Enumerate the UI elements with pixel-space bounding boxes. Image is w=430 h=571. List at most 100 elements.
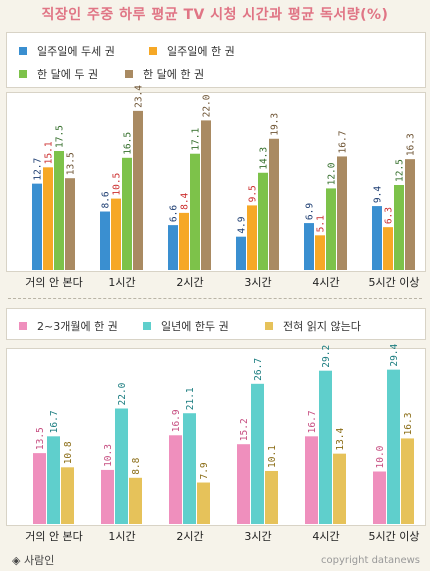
data-label: 21.1 bbox=[185, 387, 196, 410]
bar bbox=[383, 227, 393, 270]
bar bbox=[197, 482, 210, 524]
legend-label: 일년에 한두 권 bbox=[161, 320, 229, 333]
data-label: 29.2 bbox=[321, 345, 332, 368]
data-label: 12.0 bbox=[327, 162, 338, 185]
bar bbox=[247, 205, 257, 270]
data-label: 9.5 bbox=[248, 185, 259, 202]
data-label: 16.5 bbox=[123, 132, 134, 155]
bar bbox=[133, 110, 143, 270]
bar bbox=[401, 438, 414, 524]
legend-label: 일주일에 한 권 bbox=[167, 45, 235, 58]
legend-swatch bbox=[19, 47, 27, 55]
bar bbox=[122, 157, 132, 270]
category-label: 거의 안 본다 bbox=[25, 276, 83, 289]
data-label: 10.1 bbox=[267, 445, 278, 468]
data-label: 23.4 bbox=[134, 85, 145, 108]
data-label: 14.3 bbox=[259, 147, 270, 170]
bar bbox=[337, 156, 347, 270]
bar bbox=[305, 436, 318, 524]
bar bbox=[269, 138, 279, 270]
legend-swatch bbox=[19, 70, 27, 78]
data-label: 10.5 bbox=[112, 173, 123, 196]
legend-label: 일주일에 두세 권 bbox=[37, 45, 115, 58]
data-label: 6.3 bbox=[384, 207, 395, 224]
category-label: 3시간 bbox=[244, 530, 271, 543]
bar bbox=[236, 236, 246, 270]
bar bbox=[61, 467, 74, 524]
data-label: 13.4 bbox=[335, 427, 346, 450]
data-label: 9.4 bbox=[373, 186, 384, 203]
bar bbox=[129, 477, 142, 524]
bar bbox=[201, 120, 211, 271]
bar bbox=[394, 185, 404, 270]
data-label: 8.6 bbox=[101, 191, 112, 208]
data-label: 16.7 bbox=[49, 410, 60, 433]
bar bbox=[168, 225, 178, 270]
chart-title: 직장인 주중 하루 평균 TV 시청 시간과 평균 독서량(%) bbox=[41, 7, 389, 23]
data-label: 15.1 bbox=[44, 141, 55, 164]
bar bbox=[43, 167, 53, 270]
bar bbox=[54, 151, 64, 270]
legend-item: 한 달에 두 권 bbox=[19, 66, 98, 82]
data-label: 22.0 bbox=[117, 382, 128, 405]
bar bbox=[47, 436, 60, 524]
credit-label: copyright datanews bbox=[321, 555, 420, 566]
bar bbox=[65, 178, 75, 270]
data-label: 12.7 bbox=[33, 158, 44, 181]
legend-bottom: 2~3개월에 한 권 일년에 한두 권 전혀 읽지 않는다 bbox=[6, 308, 426, 340]
category-label: 2시간 bbox=[176, 530, 203, 543]
data-label: 5.1 bbox=[316, 215, 327, 232]
data-label: 17.5 bbox=[55, 125, 66, 148]
bar bbox=[115, 408, 128, 524]
legend-label: 전혀 읽지 않는다 bbox=[283, 320, 361, 333]
data-label: 16.9 bbox=[171, 409, 182, 432]
bar bbox=[100, 211, 110, 270]
chart-panel-top bbox=[6, 92, 426, 272]
bar bbox=[333, 453, 346, 524]
bar bbox=[237, 444, 250, 524]
data-label: 10.8 bbox=[63, 441, 74, 464]
legend-label: 한 달에 두 권 bbox=[37, 68, 99, 81]
bar bbox=[265, 470, 278, 524]
data-label: 19.3 bbox=[270, 113, 281, 136]
data-label: 12.5 bbox=[395, 159, 406, 182]
category-label: 3시간 bbox=[244, 276, 271, 289]
data-label: 13.5 bbox=[35, 427, 46, 450]
data-label: 16.7 bbox=[307, 410, 318, 433]
bar bbox=[315, 235, 325, 270]
legend-swatch bbox=[125, 70, 133, 78]
legend-swatch bbox=[19, 322, 27, 330]
data-label: 29.4 bbox=[389, 343, 400, 366]
legend-swatch bbox=[265, 322, 273, 330]
bar bbox=[183, 413, 196, 524]
bar bbox=[326, 188, 336, 270]
divider bbox=[8, 298, 422, 299]
bar bbox=[33, 453, 46, 524]
data-label: 7.9 bbox=[199, 462, 210, 479]
legend-item: 2~3개월에 한 권 bbox=[19, 318, 118, 334]
bar bbox=[179, 212, 189, 270]
chart-panel-bottom bbox=[6, 348, 426, 526]
data-label: 16.3 bbox=[406, 133, 417, 156]
data-label: 15.2 bbox=[239, 418, 250, 441]
legend-swatch bbox=[149, 47, 157, 55]
bar bbox=[319, 370, 332, 524]
category-label: 5시간 이상 bbox=[369, 276, 420, 289]
bar bbox=[405, 159, 415, 270]
bar bbox=[251, 383, 264, 524]
legend-item: 한 달에 한 권 bbox=[125, 66, 204, 82]
bar bbox=[258, 172, 268, 270]
data-label: 10.0 bbox=[375, 445, 386, 468]
category-label: 4시간 bbox=[312, 530, 339, 543]
bar bbox=[190, 153, 200, 270]
legend-item: 일주일에 두세 권 bbox=[19, 43, 115, 59]
bar bbox=[111, 198, 121, 270]
bar bbox=[304, 223, 314, 270]
data-label: 17.1 bbox=[191, 128, 202, 151]
bar bbox=[372, 206, 382, 270]
legend-swatch bbox=[143, 322, 151, 330]
category-label: 4시간 bbox=[312, 276, 339, 289]
data-label: 10.3 bbox=[103, 444, 114, 467]
bar bbox=[32, 183, 42, 270]
